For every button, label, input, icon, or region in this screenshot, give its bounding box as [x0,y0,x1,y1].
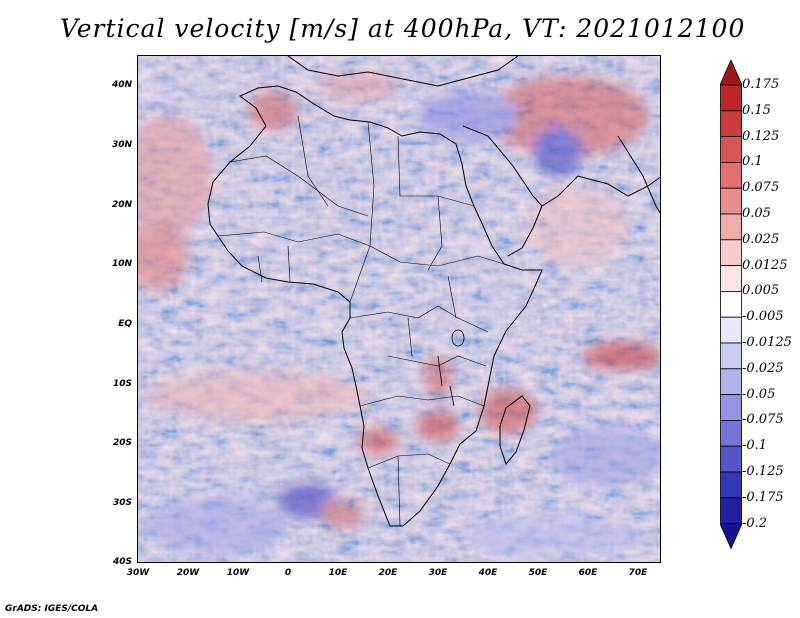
lat-label: 30N [111,140,132,150]
lat-label: 20S [112,438,132,448]
colorbar-tick-label: 0.125 [742,128,780,144]
colorbar-box [720,213,742,241]
colorbar-top-triangle [720,60,742,86]
lon-label: 10W [226,568,250,578]
colorbar-bottom-triangle [720,523,742,550]
colorbar-tick-label: 0.0125 [742,257,788,273]
colorbar-tick-label: 0.05 [742,206,771,221]
lon-label: 30W [126,568,150,578]
colorbar-tick-label: -0.1 [742,438,768,454]
colorbar-box [720,342,742,370]
lat-label: 30S [112,498,132,508]
lon-label: 20W [176,568,200,578]
colorbar-box [720,265,742,292]
lat-label: EQ [118,319,132,329]
colorbar-tick-label: -0.125 [742,464,784,479]
vertical-velocity-map [138,56,660,562]
colorbar-box [720,239,742,267]
lat-label: 40S [112,557,132,567]
lat-label: 10S [112,379,132,389]
map-title: Vertical velocity [m/s] at 400hPa, VT: 2… [60,14,746,43]
colorbar-tick-label: 0.075 [742,180,780,196]
lon-label: 0 [284,568,292,578]
colorbar [720,60,742,550]
colorbar-box [720,471,742,499]
colorbar-box [720,84,742,112]
colorbar-box [720,497,742,524]
colorbar-box [720,187,742,215]
lat-label: 20N [111,200,132,210]
colorbar-tick-label: -0.075 [742,412,784,428]
coastlines [207,56,660,527]
lon-label: 30E [428,568,448,578]
lon-label: 50E [528,568,548,578]
colorbar-box [720,419,742,447]
colorbar-tick-label: 0.175 [742,77,780,92]
lon-label: 60E [578,568,598,578]
lon-label: 70E [628,568,648,578]
colorbar-tick-label: -0.0125 [742,335,792,350]
colorbar-box [720,290,742,318]
colorbar-box [720,445,742,473]
colorbar-tick-label: 0.025 [742,231,780,247]
credit-text: GrADS: IGES/COLA [5,604,99,614]
colorbar-tick-label: -0.05 [742,386,776,402]
colorbar-box [720,394,742,421]
colorbar-box [720,162,742,189]
colorbar-box [720,110,742,137]
lat-label: 10N [111,259,132,269]
colorbar-tick-label: 0.1 [742,154,763,170]
lakes [437,329,465,407]
colorbar-tick-label: -0.175 [742,489,784,505]
colorbar-box [720,136,742,163]
colorbar-tick-label: -0.2 [742,515,768,531]
map-panel [137,55,661,563]
lon-label: 10E [328,568,348,578]
lon-label: 40E [478,568,498,578]
colorbar-tick-label: 0.005 [742,283,780,299]
colorbar-box [720,368,742,395]
colorbar-tick-label: -0.005 [742,309,784,325]
colorbar-tick-label: 0.15 [742,102,771,118]
lon-label: 20E [378,568,398,578]
country-borders [217,115,505,527]
field-anomalies [138,72,660,556]
lat-label: 40N [111,80,132,90]
colorbar-tick-label: -0.025 [742,360,784,376]
colorbar-box [720,316,742,344]
